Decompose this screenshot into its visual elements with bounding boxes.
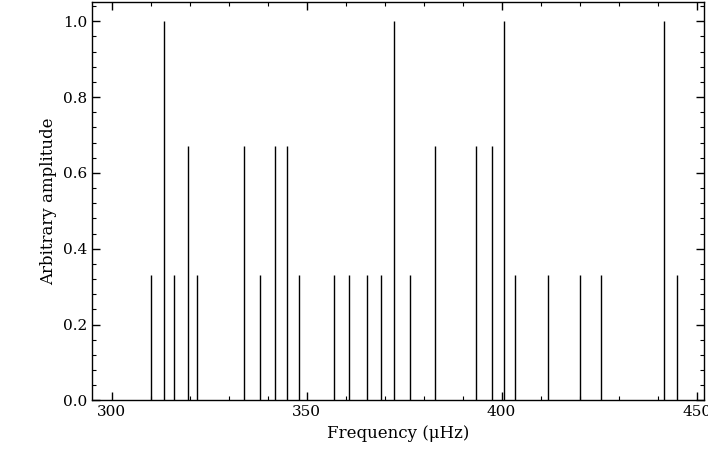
X-axis label: Frequency (μHz): Frequency (μHz) (327, 425, 469, 442)
Y-axis label: Arbitrary amplitude: Arbitrary amplitude (40, 118, 57, 285)
